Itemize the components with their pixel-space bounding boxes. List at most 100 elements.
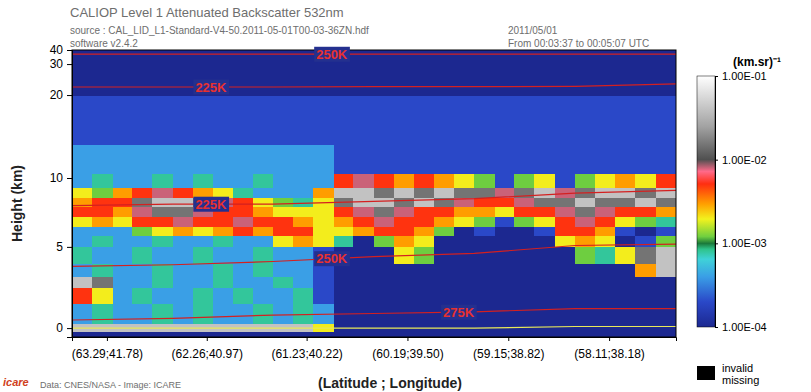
y-tick-mark xyxy=(67,247,72,248)
heatmap-cell xyxy=(132,188,153,198)
contour-line xyxy=(72,190,676,205)
heatmap-cell xyxy=(454,50,475,65)
heatmap-cell xyxy=(293,263,314,276)
heatmap-cell xyxy=(656,50,676,65)
heatmap-cell xyxy=(132,276,153,288)
heatmap-cell xyxy=(92,197,113,207)
heatmap-cell xyxy=(353,276,374,288)
heatmap-cell xyxy=(113,95,133,145)
heatmap-cell xyxy=(414,145,434,175)
heatmap-cell xyxy=(434,247,455,264)
heatmap-cell xyxy=(92,188,113,198)
heatmap-cell xyxy=(152,174,173,188)
heatmap-cell xyxy=(273,64,294,95)
heatmap-cell xyxy=(92,174,113,188)
heatmap-cell xyxy=(72,226,93,236)
colorbar xyxy=(697,76,715,327)
heatmap-cell xyxy=(313,332,334,337)
heatmap-cell xyxy=(534,145,555,175)
heatmap-cell xyxy=(113,174,133,188)
heatmap-cell xyxy=(656,304,676,324)
heatmap-cell xyxy=(394,64,415,95)
heatmap-cell xyxy=(374,276,395,288)
heatmap-cell xyxy=(656,64,676,95)
heatmap-cell xyxy=(615,287,636,304)
heatmap-cell xyxy=(92,263,113,276)
heatmap-cell xyxy=(113,247,133,264)
heatmap-cell xyxy=(374,95,395,145)
heatmap-cell xyxy=(132,174,153,188)
heatmap-cell xyxy=(374,332,395,337)
heatmap-cell xyxy=(293,95,314,145)
heatmap-cell xyxy=(193,263,213,276)
heatmap-cell xyxy=(514,217,535,227)
heatmap-cell xyxy=(414,174,434,188)
heatmap-cell xyxy=(374,226,395,236)
heatmap-cell xyxy=(495,207,515,217)
heatmap-cell xyxy=(495,145,515,175)
heatmap-cell xyxy=(233,50,254,65)
heatmap-cell xyxy=(374,217,395,227)
heatmap-cell xyxy=(273,236,294,248)
subtitle: source : CAL_LID_L1-Standard-V4-50.2011-… xyxy=(70,25,369,36)
heatmap-cell xyxy=(434,217,455,227)
heatmap-cell xyxy=(173,95,194,145)
x-tick-mark xyxy=(107,337,108,341)
heatmap-cell xyxy=(615,304,636,324)
heatmap-cell xyxy=(273,332,294,337)
heatmap-cell xyxy=(394,226,415,236)
missing-legend-label: invalid xyxy=(722,362,753,374)
heatmap-cell xyxy=(595,323,616,332)
heatmap-cell xyxy=(555,145,576,175)
heatmap-cell xyxy=(434,263,455,276)
colorbar-tick-label: 1.00E-04 xyxy=(722,321,767,333)
heatmap-cell xyxy=(414,236,434,248)
contour-line xyxy=(72,244,676,266)
heatmap-cell xyxy=(514,263,535,276)
heatmap-cell xyxy=(293,276,314,288)
missing-legend-label: missing xyxy=(722,374,759,386)
heatmap-cell xyxy=(635,207,656,217)
heatmap-cell xyxy=(253,174,273,188)
heatmap-cell xyxy=(193,247,213,264)
heatmap-cell xyxy=(152,95,173,145)
heatmap-cell xyxy=(334,276,354,288)
heatmap-cell xyxy=(113,145,133,175)
heatmap-cell xyxy=(495,276,515,288)
heatmap-cell xyxy=(193,50,213,65)
heatmap-cell xyxy=(534,95,555,145)
heatmap-cell xyxy=(534,263,555,276)
x-tick: (62.26;40.97) xyxy=(172,337,243,361)
contour-label: 250K xyxy=(316,47,348,62)
colorbar-tick-mark xyxy=(715,76,718,77)
heatmap-cell xyxy=(434,50,455,65)
heatmap-cell xyxy=(334,287,354,304)
heatmap-cell xyxy=(293,50,314,65)
heatmap-cell xyxy=(273,145,294,175)
heatmap-cell xyxy=(334,226,354,236)
heatmap-cell xyxy=(334,188,354,198)
heatmap-cell xyxy=(233,197,254,207)
heatmap-cell xyxy=(495,236,515,248)
heatmap-cell xyxy=(555,332,576,337)
heatmap-cell xyxy=(213,145,234,175)
heatmap-cell xyxy=(656,332,676,337)
heatmap-cell xyxy=(92,332,113,337)
heatmap-cell xyxy=(615,226,636,236)
heatmap-cell xyxy=(635,247,656,264)
heatmap-cell xyxy=(394,263,415,276)
heatmap-cell xyxy=(92,276,113,288)
colorbar-axis: 1.00E-011.00E-021.00E-031.00E-04 xyxy=(715,70,767,333)
plot-area xyxy=(72,50,676,337)
heatmap-cell xyxy=(495,50,515,65)
heatmap-cell xyxy=(132,207,153,217)
y-tick: 5 xyxy=(56,240,72,254)
heatmap-cell xyxy=(293,174,314,188)
heatmap-cell xyxy=(595,276,616,288)
heatmap-cell xyxy=(514,226,535,236)
heatmap-cell xyxy=(534,287,555,304)
contour-label-bg xyxy=(314,251,350,266)
heatmap-cell xyxy=(434,188,455,198)
y-tick-label: 10 xyxy=(50,171,64,185)
y-tick: 30 xyxy=(50,57,72,71)
